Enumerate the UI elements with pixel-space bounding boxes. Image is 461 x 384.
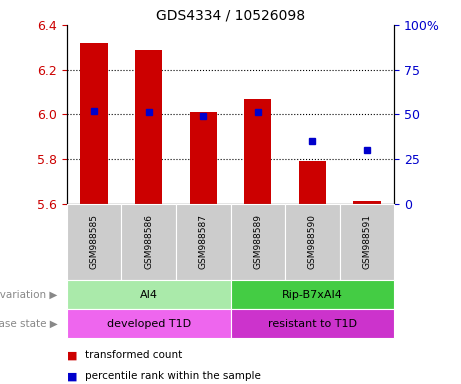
Text: ■: ■ — [67, 371, 77, 381]
Text: resistant to T1D: resistant to T1D — [268, 318, 357, 329]
Text: percentile rank within the sample: percentile rank within the sample — [85, 371, 261, 381]
Bar — [189, 112, 217, 204]
Text: AI4: AI4 — [140, 290, 158, 300]
Bar — [81, 43, 108, 204]
Bar — [244, 99, 272, 204]
Text: GSM988589: GSM988589 — [253, 214, 262, 270]
Text: GSM988591: GSM988591 — [362, 214, 372, 270]
Text: disease state ▶: disease state ▶ — [0, 318, 58, 329]
Title: GDS4334 / 10526098: GDS4334 / 10526098 — [156, 8, 305, 22]
Text: GSM988587: GSM988587 — [199, 214, 208, 270]
Text: GSM988586: GSM988586 — [144, 214, 153, 270]
Text: GSM988590: GSM988590 — [308, 214, 317, 270]
Text: transformed count: transformed count — [85, 350, 183, 360]
Text: genotype/variation ▶: genotype/variation ▶ — [0, 290, 58, 300]
Bar — [353, 201, 380, 204]
Bar — [299, 161, 326, 204]
Text: Rip-B7xAI4: Rip-B7xAI4 — [282, 290, 343, 300]
Bar — [135, 50, 162, 204]
Text: developed T1D: developed T1D — [106, 318, 191, 329]
Text: ■: ■ — [67, 350, 77, 360]
Text: GSM988585: GSM988585 — [89, 214, 99, 270]
